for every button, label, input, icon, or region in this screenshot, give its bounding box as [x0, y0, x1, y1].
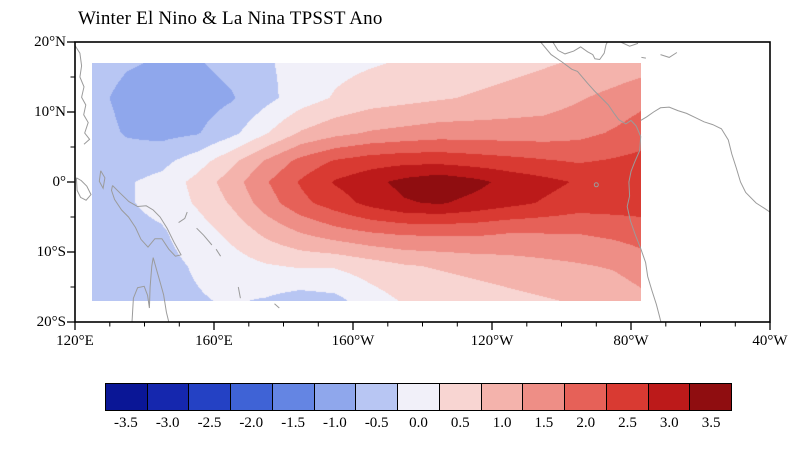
colorbar-cell [439, 384, 482, 410]
colorbar-label: -3.5 [114, 415, 138, 431]
coastline [196, 227, 213, 246]
coastline [98, 170, 106, 190]
colorbar-label: 3.0 [659, 415, 679, 431]
colorbar-label: 2.0 [576, 415, 596, 431]
coastline [237, 286, 241, 299]
coastline [131, 257, 170, 322]
colorbar-cell [565, 384, 607, 410]
coastline [75, 177, 92, 201]
colorbar-cell [189, 384, 232, 410]
colorbar-label: -3.0 [155, 415, 180, 431]
colorbar-cell [648, 384, 691, 410]
coastline [540, 42, 662, 322]
y-axis-tick-label: 20°N [34, 33, 66, 50]
x-axis-tick-label: 40°W [752, 333, 788, 349]
colorbar-label: -1.5 [281, 415, 305, 431]
colorbar-label: 1.0 [492, 415, 512, 431]
coastline [641, 56, 646, 59]
sst-anomaly-field [92, 63, 641, 301]
colorbar-label: -2.5 [197, 415, 222, 431]
x-axis-tick-label: 160°W [331, 333, 375, 349]
coastline [552, 42, 608, 61]
x-axis-tick-label: 120°W [470, 333, 514, 349]
x-axis-tick-label: 120°E [56, 333, 94, 349]
plot-frame [74, 41, 771, 323]
chart-title: Winter El Nino & La Nina TPSST Ano [78, 8, 383, 29]
coastline [660, 52, 678, 58]
coastline [75, 45, 91, 145]
colorbar-cell [606, 384, 649, 410]
axis-ticks [67, 41, 771, 330]
colorbar-cell [356, 384, 399, 410]
coastline [178, 211, 188, 224]
coastline [215, 248, 222, 257]
colorbar-cell [690, 384, 732, 410]
colorbar-label: -0.5 [364, 415, 389, 431]
colorbar-cell [481, 384, 524, 410]
y-axis-tick-label: 0° [52, 173, 67, 190]
coastlines-group [75, 42, 770, 322]
colorbar-label: -2.0 [239, 415, 264, 431]
colorbar-label: 3.5 [701, 415, 721, 431]
colorbar-cell [106, 384, 148, 410]
colorbar-cell [398, 384, 440, 410]
coastline [620, 42, 639, 47]
coastline [110, 185, 182, 257]
colorbar-label: 2.5 [618, 415, 637, 431]
x-axis-tick-label: 160°E [195, 333, 233, 349]
y-axis-tick-label: 10°N [34, 103, 66, 120]
colorbar [105, 383, 732, 411]
colorbar-label: 0.0 [409, 415, 428, 431]
colorbar-cell [147, 384, 190, 410]
colorbar-cell [231, 384, 273, 410]
x-axis-tick-label: 80°W [613, 333, 649, 349]
galapagos-island [593, 182, 599, 188]
colorbar-label: -1.0 [323, 415, 347, 431]
colorbar-label: 0.5 [450, 415, 470, 431]
coastline [274, 303, 280, 309]
colorbar-label: 1.5 [534, 415, 554, 431]
colorbar-cell [523, 384, 566, 410]
colorbar-cell [314, 384, 357, 410]
y-axis-tick-label: 20°S [36, 313, 66, 330]
y-axis-tick-label: 10°S [36, 243, 66, 260]
coastline [640, 106, 770, 213]
colorbar-cell [272, 384, 315, 410]
